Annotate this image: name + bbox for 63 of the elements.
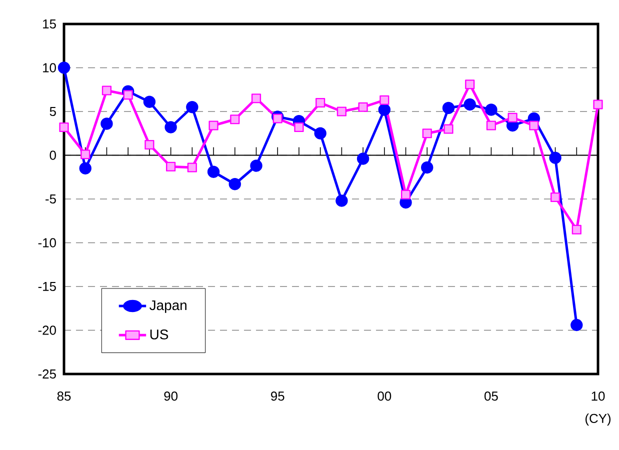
point <box>250 160 262 172</box>
point <box>143 96 156 108</box>
point <box>251 94 262 104</box>
point <box>336 194 348 207</box>
y-tick-label: -15 <box>38 282 56 292</box>
x-axis-title: (CY) <box>585 414 611 426</box>
point <box>570 318 583 332</box>
point <box>486 120 496 130</box>
point <box>314 127 326 140</box>
point <box>442 102 455 114</box>
y-tick-label: 5 <box>50 106 56 116</box>
x-tick-label: 85 <box>57 392 71 401</box>
point <box>228 178 241 190</box>
point <box>550 192 560 202</box>
x-tick-label: 05 <box>484 392 498 401</box>
y-tick-label: 0 <box>50 150 56 160</box>
y-tick-label: -20 <box>38 326 56 335</box>
point <box>58 62 70 74</box>
point <box>316 98 326 108</box>
x-tick-label: 00 <box>378 392 392 401</box>
point <box>272 114 282 124</box>
point <box>465 80 475 90</box>
y-tick-label: 10 <box>43 63 56 72</box>
point <box>380 95 390 105</box>
point <box>166 162 176 172</box>
x-tick-label: 90 <box>164 392 178 401</box>
point <box>508 112 518 122</box>
point <box>593 100 603 110</box>
point <box>230 114 240 124</box>
point <box>80 150 90 160</box>
point <box>123 90 133 100</box>
y-tick-label: -5 <box>46 194 56 204</box>
point <box>294 122 304 132</box>
point <box>186 101 198 114</box>
legend-label: Japan <box>150 300 186 313</box>
point <box>100 118 113 130</box>
y-tick-label: -25 <box>38 369 56 379</box>
point <box>102 86 112 96</box>
point <box>356 152 370 165</box>
point <box>144 140 154 150</box>
y-tick-label: 15 <box>43 19 56 29</box>
point <box>164 121 177 134</box>
point <box>422 128 432 138</box>
legend-label: US <box>150 330 168 340</box>
point <box>378 104 390 116</box>
point <box>336 106 346 116</box>
point <box>464 98 476 111</box>
point <box>572 224 582 234</box>
point <box>444 124 454 134</box>
point <box>208 120 218 130</box>
point <box>421 161 434 174</box>
point <box>207 166 220 178</box>
point <box>400 190 411 200</box>
point <box>187 162 197 172</box>
point <box>79 162 92 174</box>
x-tick-label: 10 <box>592 392 605 401</box>
point <box>358 102 368 112</box>
point <box>59 122 69 132</box>
x-tick-label: 95 <box>271 392 284 401</box>
point <box>529 120 539 130</box>
y-tick-label: -10 <box>38 238 56 248</box>
point <box>549 152 562 164</box>
point <box>485 104 498 116</box>
